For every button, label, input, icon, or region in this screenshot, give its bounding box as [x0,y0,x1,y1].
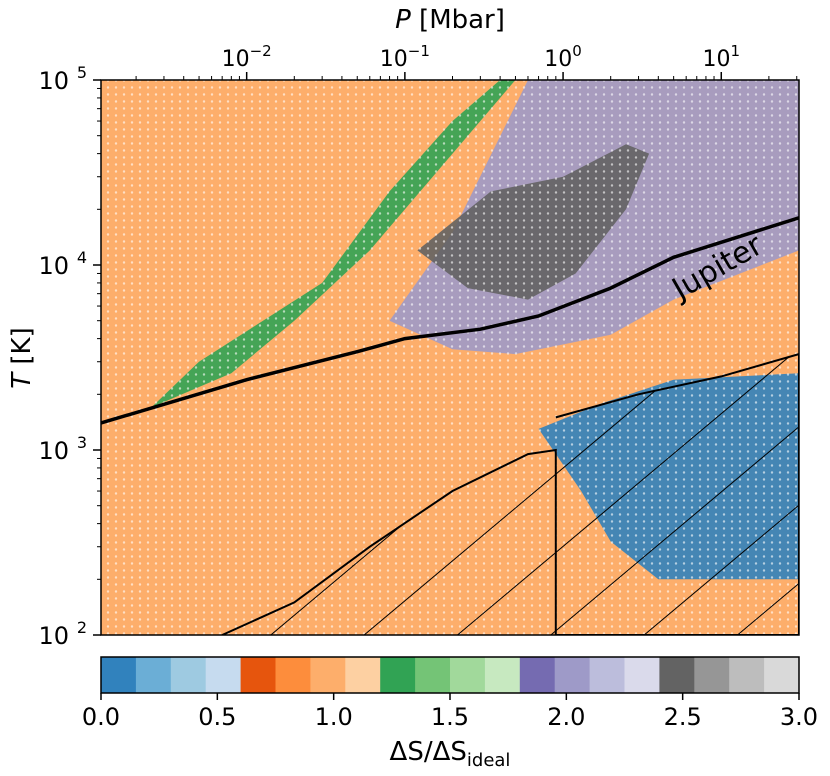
y-tick-exp-1: 3 [77,433,87,452]
x-axis-top: 10−2 10−1 100 101 [135,42,798,80]
x-axis-unit: [Mbar] [411,5,505,35]
colorbar-label-main: ΔS/ΔS [390,737,467,767]
y-tick-exp-0: 2 [77,618,87,637]
colorbar-cell-3 [205,657,242,693]
colorbar-cell-15 [624,657,660,693]
colorbar-cell-7 [345,657,381,693]
y-tick-exp-3: 5 [77,63,87,82]
colorbar: 0.0 0.5 1.0 1.5 2.0 2.5 3.0 ΔS/ΔSideal [82,656,818,771]
colorbar-cell-5 [275,657,311,693]
colorbar-label: ΔS/ΔSideal [390,737,511,771]
x-tick-label-1: 10−1 [380,42,430,72]
colorbar-cell-18 [729,657,765,693]
colorbar-cell-1 [135,657,172,693]
colorbar-tick-label-0: 0.0 [82,703,120,731]
colorbar-tick-label-3: 1.5 [431,703,469,731]
colorbar-cell-2 [170,657,207,693]
x-axis-var: P [395,5,411,35]
colorbar-cell-0 [101,657,137,693]
y-tick-label-3: 10 [38,67,69,95]
y-axis-var: T [7,371,37,389]
x-tick-label-3: 101 [702,42,740,72]
y-tick-label-2: 10 [38,252,69,280]
plot-frame [100,79,800,636]
colorbar-cell-8 [380,657,416,693]
y-axis-title: T [K] [7,327,37,389]
colorbar-cell-16 [659,657,695,693]
colorbar-cell-11 [484,657,521,693]
colorbar-cell-14 [589,657,625,693]
colorbar-cells [101,657,800,693]
colorbar-tick-label-2: 1.0 [315,703,353,731]
colorbar-ticks: 0.0 0.5 1.0 1.5 2.0 2.5 3.0 [82,693,818,731]
colorbar-cell-9 [415,657,451,693]
jupiter-adiabat-line [101,216,799,425]
colorbar-cell-6 [310,657,346,693]
x-axis-title: P [Mbar] [395,5,505,35]
y-axis-unit: [K] [7,327,37,373]
colorbar-tick-label-1: 0.5 [198,703,236,731]
y-tick-exp-2: 4 [77,248,87,267]
y-axis-left: 10 2 10 3 10 4 10 5 [38,63,101,650]
y-tick-label-0: 10 [38,622,69,650]
hatched-region-outline-1 [555,353,799,635]
hatched-region-0 [222,450,556,635]
plot-area: Jupiter [101,80,799,635]
colorbar-cell-12 [519,657,556,693]
x-tick-label-0: 10−2 [222,42,272,72]
colorbar-label-sub: ideal [467,750,511,771]
x-tick-label-2: 100 [544,42,582,72]
hatched-regions [221,353,799,635]
colorbar-tick-label-4: 2.0 [547,703,585,731]
y-tick-label-1: 10 [38,437,69,465]
hatched-region-1 [555,354,799,635]
colorbar-cell-10 [450,657,486,693]
colorbar-cell-19 [764,657,800,693]
colorbar-cell-13 [554,657,591,693]
colorbar-cell-4 [240,657,276,693]
colorbar-tick-label-6: 3.0 [780,703,818,731]
colorbar-cell-17 [694,657,730,693]
colorbar-tick-label-5: 2.5 [664,703,702,731]
